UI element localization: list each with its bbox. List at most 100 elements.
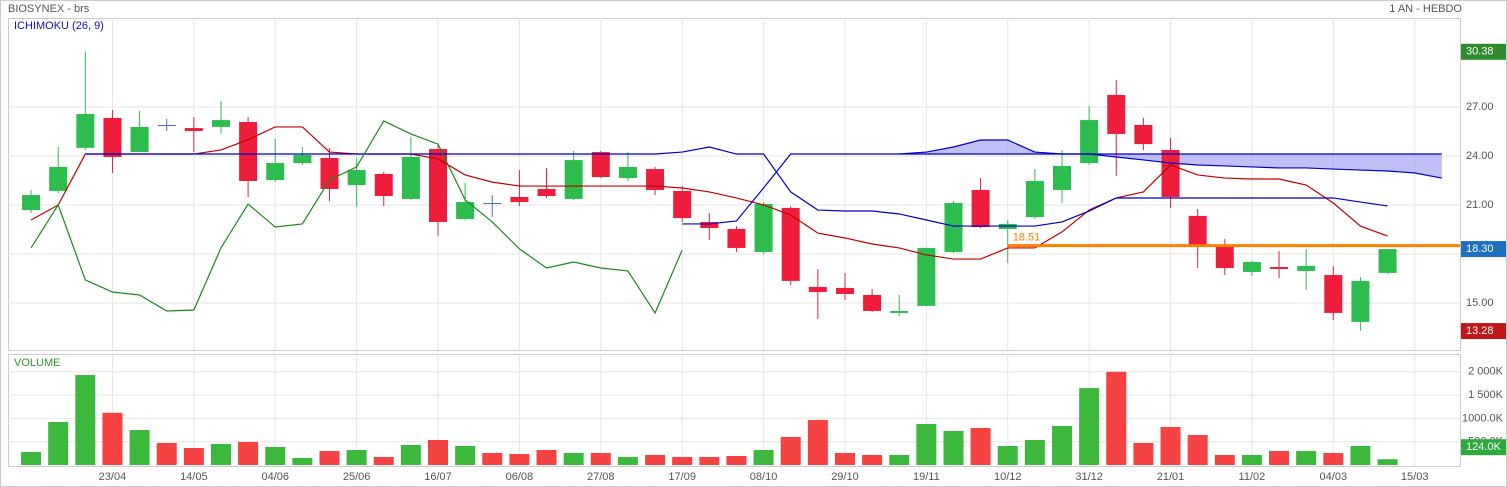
volume-bar	[265, 447, 286, 465]
candle-body	[564, 160, 583, 199]
volume-bar	[210, 443, 231, 465]
candle-body	[781, 207, 800, 281]
candle-body	[49, 166, 68, 191]
x-tick-label: 06/08	[506, 471, 534, 483]
volume-bar	[509, 454, 530, 465]
candle-body	[917, 247, 936, 306]
candle-body	[835, 287, 854, 294]
x-tick-label: 11/02	[1239, 471, 1266, 483]
candle-body	[456, 202, 475, 220]
volume-bar	[455, 445, 476, 465]
volume-bar	[916, 423, 937, 465]
volume-bar	[563, 452, 584, 465]
volume-bar	[129, 429, 150, 465]
candle-body	[646, 169, 665, 190]
candle-body	[320, 157, 339, 189]
volume-bar	[1269, 451, 1290, 465]
volume-panel	[8, 354, 1461, 467]
volume-tick-label: 1000.0K	[1462, 412, 1504, 424]
price-panel	[8, 18, 1461, 351]
volume-bar	[1133, 443, 1154, 465]
volume-bar	[292, 458, 313, 465]
volume-bar	[1187, 434, 1208, 465]
candle-body	[157, 124, 176, 126]
indicator-line	[85, 146, 1388, 227]
candle-body	[1324, 275, 1343, 313]
candle-body	[1378, 249, 1397, 273]
candle-body	[266, 163, 285, 180]
volume-bar	[156, 443, 177, 465]
candle-body	[347, 170, 366, 186]
volume-bar	[428, 440, 449, 465]
candle-body	[510, 196, 529, 203]
volume-bar	[834, 452, 855, 465]
volume-bar	[183, 447, 204, 465]
candle-body	[76, 114, 95, 148]
volume-tick-label: 2 000K	[1468, 366, 1504, 378]
volume-bar	[346, 449, 367, 465]
x-tick-label: 29/10	[831, 471, 859, 483]
x-tick-label: 27/08	[587, 471, 615, 483]
volume-bar	[75, 375, 96, 465]
candle-body	[211, 120, 230, 127]
price-tag-label: 13.28	[1466, 325, 1494, 337]
volume-bar	[319, 451, 340, 465]
x-tick-label: 21/01	[1157, 471, 1185, 483]
y-tick-label: 27.00	[1466, 101, 1494, 113]
candle-body	[103, 117, 122, 157]
indicator-line	[30, 120, 683, 315]
x-tick-label: 17/09	[668, 471, 696, 483]
volume-bar	[1214, 454, 1235, 465]
volume-bar	[943, 430, 964, 465]
volume-bar	[753, 449, 774, 465]
y-tick-label: 24.00	[1466, 150, 1494, 162]
candle-body	[537, 188, 556, 197]
volume-bar	[1024, 440, 1045, 465]
volume-bar	[102, 412, 123, 465]
candle-body	[754, 204, 773, 253]
volume-bar	[645, 454, 666, 465]
x-tick-label: 16/07	[424, 471, 452, 483]
candle-body	[618, 166, 637, 179]
x-tick-label: 10/12	[994, 471, 1022, 483]
volume-bar	[400, 445, 421, 465]
candle-body	[22, 195, 41, 211]
x-tick-label: 08/10	[750, 471, 778, 483]
y-tick-label: 21.00	[1466, 199, 1494, 211]
candle-body	[1242, 261, 1261, 272]
candle-body	[1215, 244, 1234, 269]
indicator-line	[30, 126, 1388, 260]
volume-bar	[699, 456, 720, 465]
candle-body	[1161, 149, 1180, 197]
volume-bar	[970, 427, 991, 465]
candle-body	[483, 203, 502, 205]
volume-bar	[1052, 425, 1073, 465]
candle-body	[374, 173, 393, 197]
candle-body	[673, 190, 692, 219]
candle-body	[727, 228, 746, 248]
volume-bar	[21, 451, 42, 465]
candle-body	[1080, 120, 1099, 164]
candle-body	[130, 126, 149, 153]
candle-body	[1351, 280, 1370, 322]
volume-bar	[1350, 445, 1371, 465]
candle-body	[1025, 180, 1044, 218]
volume-bar	[807, 419, 828, 465]
candle-body	[1134, 124, 1153, 145]
volume-bar	[889, 454, 910, 465]
candle-body	[1053, 165, 1072, 190]
price-tag-label: 18.30	[1466, 243, 1494, 255]
volume-bar	[373, 456, 394, 465]
candle-body	[429, 148, 448, 222]
candle-body	[293, 155, 312, 164]
reference-label: 18.51	[1013, 232, 1041, 244]
candle-body	[863, 294, 882, 311]
x-tick-label: 14/05	[180, 471, 208, 483]
volume-bar	[1079, 388, 1100, 465]
candle-body	[1297, 265, 1316, 271]
chart-title: BIOSYNEX - brs	[8, 3, 90, 15]
volume-bar	[238, 441, 259, 465]
candle-body	[1107, 94, 1126, 134]
volume-bar	[1296, 451, 1317, 465]
